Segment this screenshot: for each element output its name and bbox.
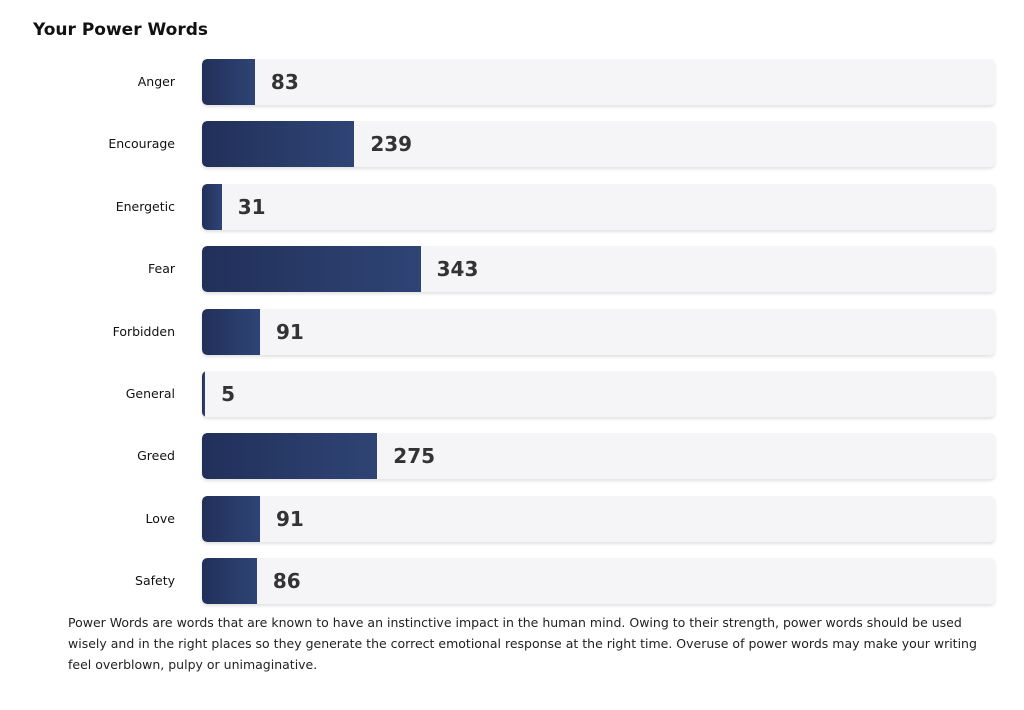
bar-row: Love 91	[0, 495, 1024, 542]
data-label: 275	[393, 444, 436, 469]
bar-row: Encourage 239	[0, 121, 1024, 168]
power-words-description: Power Words are words that are known to …	[68, 615, 977, 672]
chart-title: Your Power Words	[33, 20, 209, 40]
data-label: 91	[276, 506, 304, 531]
bar-row: Energetic 31	[0, 183, 1024, 230]
data-label: 91	[276, 319, 304, 344]
bar-row: Anger 83	[0, 59, 1024, 105]
bar	[202, 433, 378, 480]
bar-row: Greed 275	[0, 433, 1024, 480]
bar-track: 86	[202, 558, 995, 605]
category-label: Fear	[148, 261, 175, 277]
category-label: Energetic	[115, 198, 175, 214]
data-label: 239	[370, 132, 413, 157]
bar-track: 275	[202, 433, 995, 480]
category-label: Anger	[137, 74, 175, 89]
bar-track: 31	[202, 183, 995, 230]
data-label: 343	[436, 257, 479, 282]
bar-track: 239	[202, 121, 995, 168]
category-label: Safety	[135, 573, 175, 589]
category-label: Encourage	[108, 136, 175, 152]
bar	[202, 121, 355, 168]
category-label: Forbidden	[112, 323, 175, 339]
bar-row: General 5	[0, 371, 1024, 417]
category-label: General	[125, 386, 175, 401]
bar	[202, 371, 206, 417]
data-label: 31	[237, 194, 266, 219]
bar-track: 343	[202, 246, 995, 293]
data-label: 5	[221, 382, 236, 406]
bar-row: Safety 86	[0, 558, 1024, 605]
bar	[202, 183, 222, 230]
bar-row: Forbidden 91	[0, 308, 1024, 355]
data-label: 83	[270, 70, 299, 94]
bar-row: Fear 343	[0, 246, 1024, 293]
bar-track: 5	[202, 371, 995, 417]
bar-track: 91	[202, 495, 995, 542]
bar	[202, 59, 255, 105]
bar	[202, 495, 260, 542]
bar-track: 91	[202, 308, 995, 355]
bar-track: 83	[202, 59, 995, 105]
category-label: Love	[145, 510, 175, 526]
bar	[202, 308, 260, 355]
category-label: Greed	[137, 448, 175, 464]
bar	[202, 246, 421, 293]
bar	[202, 558, 257, 605]
data-label: 86	[272, 569, 301, 594]
